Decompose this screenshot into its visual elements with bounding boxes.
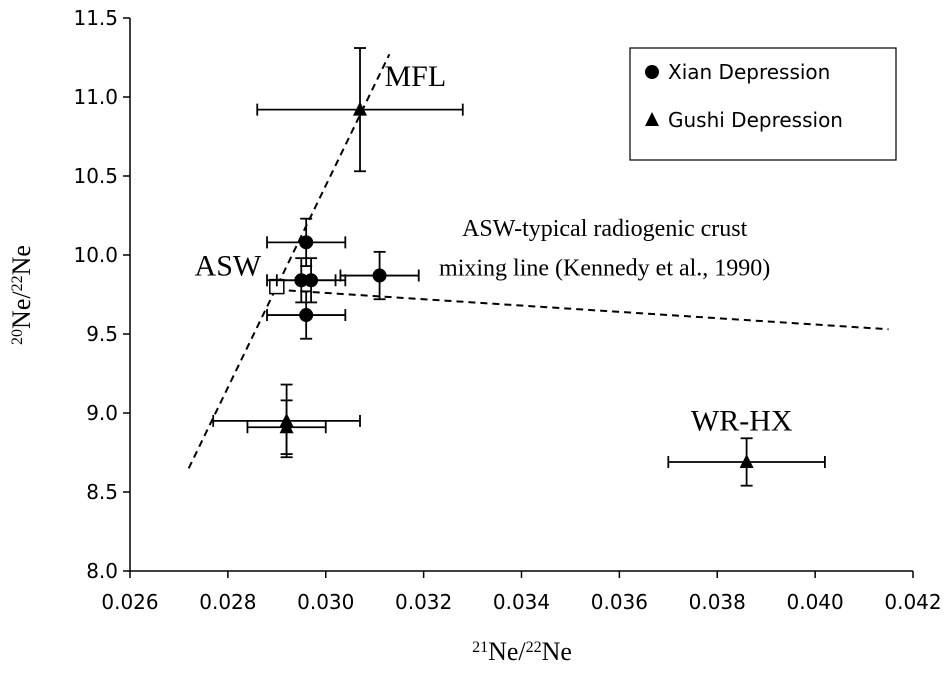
y-tick-label: 9.0 [86, 401, 118, 425]
y-tick-label: 9.5 [86, 322, 118, 346]
x-tick-label: 0.028 [199, 590, 256, 614]
mfl-line [187, 53, 391, 469]
x-tick-label: 0.038 [689, 590, 746, 614]
x-axis-title-base2: Ne [542, 637, 572, 666]
gushi-depression-point [353, 101, 368, 116]
legend-circle-marker [645, 65, 659, 79]
xian-depression-point [372, 268, 387, 283]
x-axis-title-sup2: 22 [526, 639, 542, 656]
y-axis-title-sup1: 20 [9, 329, 26, 345]
legend-box [629, 47, 897, 161]
legend-label: Xian Depression [668, 60, 830, 84]
wr-hx-label: WR-HX [691, 404, 793, 437]
x-axis-title: 21Ne/22Ne [472, 637, 572, 666]
asw-label: ASW [195, 250, 262, 283]
y-tick-label: 8.5 [86, 480, 118, 504]
x-tick-label: 0.040 [786, 590, 843, 614]
y-axis-title-base2: Ne [7, 245, 36, 275]
legend: Xian Depression Gushi Depression [629, 47, 897, 161]
x-tick-label: 0.034 [493, 590, 550, 614]
y-tick-label: 11.5 [73, 6, 118, 30]
mixing-line-label-1: ASW-typical radiogenic crust [462, 216, 748, 242]
gushi-depression-point [279, 419, 294, 434]
x-axis-title-sup1: 21 [472, 639, 488, 656]
mfl-label: MFL [384, 60, 446, 93]
x-tick-label: 0.026 [101, 590, 158, 614]
x-tick-label: 0.032 [395, 590, 452, 614]
xian-depression-point [304, 273, 319, 288]
y-axis-title-base1: Ne/ [7, 291, 36, 329]
xian-depression-point [299, 235, 314, 250]
y-axis-title-sup2: 22 [9, 275, 26, 291]
x-axis-title-base1: Ne/ [488, 637, 526, 666]
y-tick-label: 11.0 [73, 85, 118, 109]
mixing-line [276, 288, 889, 331]
mixing-line-label-2: mixing line (Kennedy et al., 1990) [439, 256, 770, 282]
x-tick-label: 0.042 [884, 590, 941, 614]
y-tick-label: 10.0 [73, 243, 118, 267]
x-tick-label: 0.030 [297, 590, 354, 614]
legend-triangle-marker [645, 112, 659, 126]
x-tick-label: 0.036 [591, 590, 648, 614]
y-tick-label: 10.5 [73, 164, 118, 188]
xian-depression-point [299, 308, 314, 323]
gushi-depression-point [739, 453, 754, 468]
legend-label: Gushi Depression [668, 108, 843, 132]
y-axis-title: 20Ne/22Ne [7, 245, 36, 345]
y-tick-label: 8.0 [86, 559, 118, 583]
